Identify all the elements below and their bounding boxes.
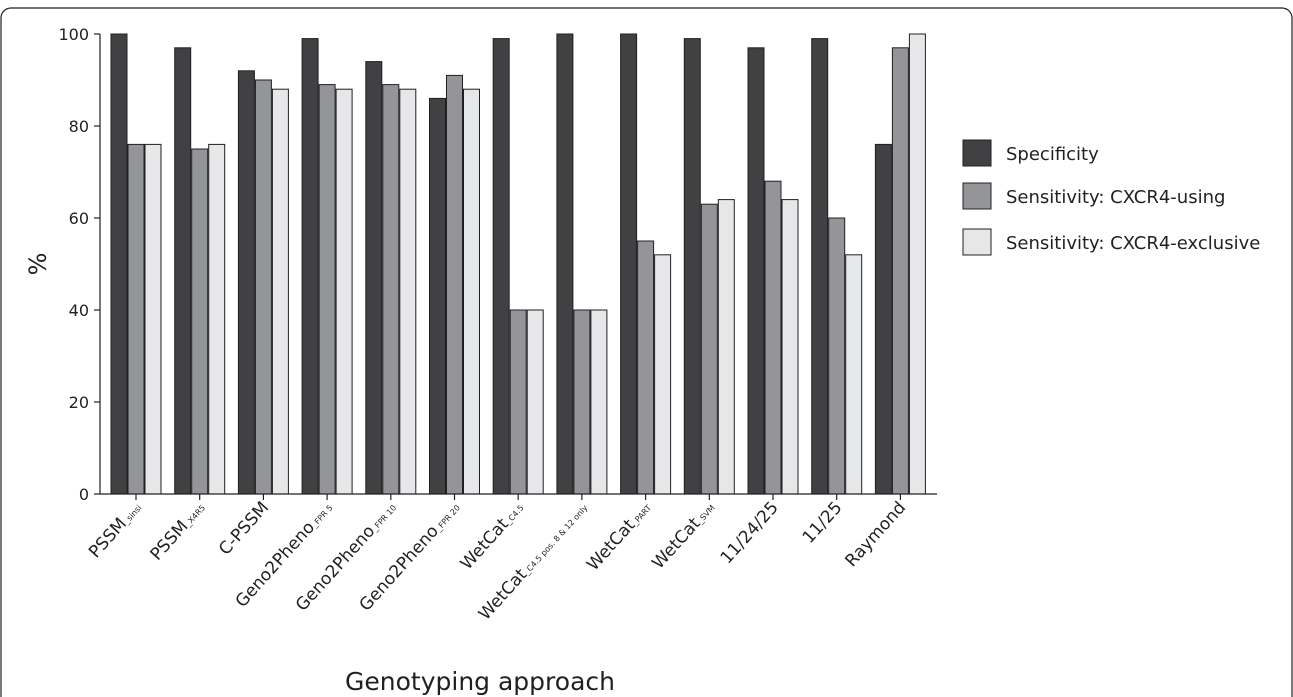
- bar: [747, 47, 765, 495]
- bar: [382, 84, 400, 495]
- x-axis-label: Genotyping approach: [345, 667, 615, 696]
- y-tick-label: 80: [69, 117, 89, 136]
- bar: [845, 254, 863, 495]
- bar: [271, 88, 289, 495]
- bar: [556, 33, 574, 495]
- bar: [174, 47, 192, 495]
- legend-swatch: [962, 139, 992, 167]
- bar: [620, 33, 638, 495]
- bar: [654, 254, 672, 495]
- bar: [637, 240, 655, 495]
- bar: [700, 203, 718, 495]
- y-tick-label: 0: [79, 485, 89, 504]
- bar: [683, 38, 701, 495]
- bar: [254, 79, 272, 495]
- legend-swatch: [962, 228, 992, 256]
- y-tick-label: 40: [69, 301, 89, 320]
- bar: [208, 143, 226, 495]
- bar: [318, 84, 336, 495]
- bar: [811, 38, 829, 495]
- bar: [492, 38, 510, 495]
- legend: Specificity Sensitivity: CXCR4-using Sensi…: [962, 139, 1260, 256]
- bar: [335, 88, 353, 495]
- bar: [526, 309, 544, 495]
- bar: [509, 309, 527, 495]
- bar: [874, 143, 892, 495]
- bar: [365, 61, 383, 495]
- bar: [127, 143, 145, 495]
- bar-layer: [110, 33, 926, 495]
- y-tick-label: 60: [69, 209, 89, 228]
- bar: [429, 97, 446, 495]
- bar: [144, 143, 162, 495]
- bar: [446, 74, 463, 495]
- y-tick-label: 20: [69, 393, 89, 412]
- bar: [573, 309, 591, 495]
- bar: [237, 70, 255, 495]
- bar: [781, 199, 799, 495]
- bar: [891, 47, 909, 495]
- bar: [110, 33, 128, 495]
- legend-label: Specificity: [1006, 144, 1099, 165]
- bar: [463, 88, 480, 495]
- bar: [191, 148, 209, 495]
- bar: [764, 180, 782, 495]
- bar: [590, 309, 608, 495]
- bar: [399, 88, 417, 495]
- y-axis: 0 20 40 60 80 100: [58, 25, 101, 504]
- bar: [301, 38, 319, 495]
- legend-label: Sensitivity: CXCR4-exclusive: [1006, 233, 1260, 254]
- bar: [717, 199, 735, 495]
- legend-label: Sensitivity: CXCR4-using: [1006, 187, 1225, 208]
- y-axis-label: %: [24, 253, 52, 276]
- y-tick-label: 100: [58, 25, 89, 44]
- legend-swatch: [962, 182, 992, 210]
- bar: [828, 217, 846, 495]
- bar: [908, 33, 926, 495]
